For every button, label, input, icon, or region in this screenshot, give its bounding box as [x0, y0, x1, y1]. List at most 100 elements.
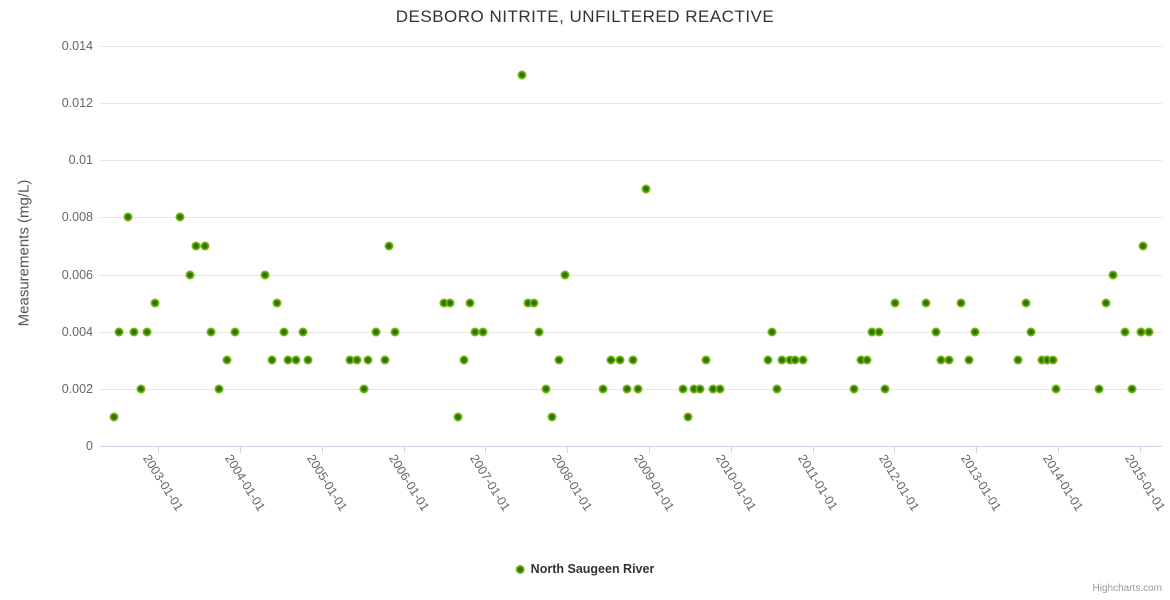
data-point[interactable]	[200, 241, 210, 251]
data-point[interactable]	[641, 184, 651, 194]
x-axis-tick-label: 2006-01-01	[385, 452, 432, 514]
data-point[interactable]	[849, 384, 859, 394]
data-point[interactable]	[1144, 327, 1154, 337]
data-point[interactable]	[230, 327, 240, 337]
data-point[interactable]	[517, 70, 527, 80]
data-point[interactable]	[363, 355, 373, 365]
data-point[interactable]	[272, 298, 282, 308]
data-point[interactable]	[175, 212, 185, 222]
data-point[interactable]	[936, 355, 946, 365]
data-point[interactable]	[763, 355, 773, 365]
legend-item-north-saugeen-river[interactable]: North Saugeen River	[515, 562, 654, 576]
data-point[interactable]	[185, 270, 195, 280]
data-point[interactable]	[380, 355, 390, 365]
data-point[interactable]	[1013, 355, 1023, 365]
data-point[interactable]	[260, 270, 270, 280]
data-point[interactable]	[695, 384, 705, 394]
credits-link[interactable]: Highcharts.com	[1092, 583, 1162, 594]
data-point[interactable]	[785, 355, 795, 365]
data-point[interactable]	[206, 327, 216, 337]
data-point[interactable]	[708, 384, 718, 394]
data-point[interactable]	[921, 298, 931, 308]
data-point[interactable]	[598, 384, 608, 394]
data-point[interactable]	[874, 327, 884, 337]
data-point[interactable]	[772, 384, 782, 394]
data-point[interactable]	[931, 327, 941, 337]
data-point[interactable]	[453, 412, 463, 422]
data-point[interactable]	[964, 355, 974, 365]
data-point[interactable]	[283, 355, 293, 365]
data-point[interactable]	[1101, 298, 1111, 308]
x-axis-tick	[158, 447, 160, 453]
data-point[interactable]	[1026, 327, 1036, 337]
data-point[interactable]	[622, 384, 632, 394]
data-point[interactable]	[1108, 270, 1118, 280]
data-point[interactable]	[689, 384, 699, 394]
data-point[interactable]	[150, 298, 160, 308]
data-point[interactable]	[560, 270, 570, 280]
data-point[interactable]	[970, 327, 980, 337]
data-point[interactable]	[445, 298, 455, 308]
data-point[interactable]	[541, 384, 551, 394]
data-point[interactable]	[880, 384, 890, 394]
data-point[interactable]	[142, 327, 152, 337]
data-point[interactable]	[1138, 241, 1148, 251]
data-point[interactable]	[523, 298, 533, 308]
data-point[interactable]	[136, 384, 146, 394]
data-point[interactable]	[1037, 355, 1047, 365]
data-point[interactable]	[345, 355, 355, 365]
data-point[interactable]	[478, 327, 488, 337]
data-point[interactable]	[628, 355, 638, 365]
data-point[interactable]	[767, 327, 777, 337]
data-point[interactable]	[890, 298, 900, 308]
data-point[interactable]	[534, 327, 544, 337]
data-point[interactable]	[678, 384, 688, 394]
data-point[interactable]	[459, 355, 469, 365]
data-point[interactable]	[1120, 327, 1130, 337]
data-point[interactable]	[222, 355, 232, 365]
data-point[interactable]	[109, 412, 119, 422]
data-point[interactable]	[359, 384, 369, 394]
data-point[interactable]	[465, 298, 475, 308]
data-point[interactable]	[554, 355, 564, 365]
data-point[interactable]	[129, 327, 139, 337]
data-point[interactable]	[371, 327, 381, 337]
data-point[interactable]	[352, 355, 362, 365]
data-point[interactable]	[862, 355, 872, 365]
data-point[interactable]	[956, 298, 966, 308]
data-point[interactable]	[291, 355, 301, 365]
data-point[interactable]	[191, 241, 201, 251]
data-point[interactable]	[390, 327, 400, 337]
data-point[interactable]	[1048, 355, 1058, 365]
data-point[interactable]	[867, 327, 877, 337]
data-point[interactable]	[856, 355, 866, 365]
data-point[interactable]	[615, 355, 625, 365]
data-point[interactable]	[944, 355, 954, 365]
data-point[interactable]	[547, 412, 557, 422]
data-point[interactable]	[529, 298, 539, 308]
data-point[interactable]	[279, 327, 289, 337]
data-point[interactable]	[384, 241, 394, 251]
data-point[interactable]	[715, 384, 725, 394]
data-point[interactable]	[303, 355, 313, 365]
data-point[interactable]	[606, 355, 616, 365]
data-point[interactable]	[1021, 298, 1031, 308]
data-point[interactable]	[790, 355, 800, 365]
data-point[interactable]	[683, 412, 693, 422]
data-point[interactable]	[470, 327, 480, 337]
data-point[interactable]	[267, 355, 277, 365]
data-point[interactable]	[1051, 384, 1061, 394]
data-point[interactable]	[439, 298, 449, 308]
data-point[interactable]	[214, 384, 224, 394]
data-point[interactable]	[701, 355, 711, 365]
data-point[interactable]	[798, 355, 808, 365]
data-point[interactable]	[777, 355, 787, 365]
data-point[interactable]	[1094, 384, 1104, 394]
data-point[interactable]	[123, 212, 133, 222]
data-point[interactable]	[1136, 327, 1146, 337]
data-point[interactable]	[114, 327, 124, 337]
data-point[interactable]	[633, 384, 643, 394]
data-point[interactable]	[1127, 384, 1137, 394]
data-point[interactable]	[298, 327, 308, 337]
data-point[interactable]	[1042, 355, 1052, 365]
